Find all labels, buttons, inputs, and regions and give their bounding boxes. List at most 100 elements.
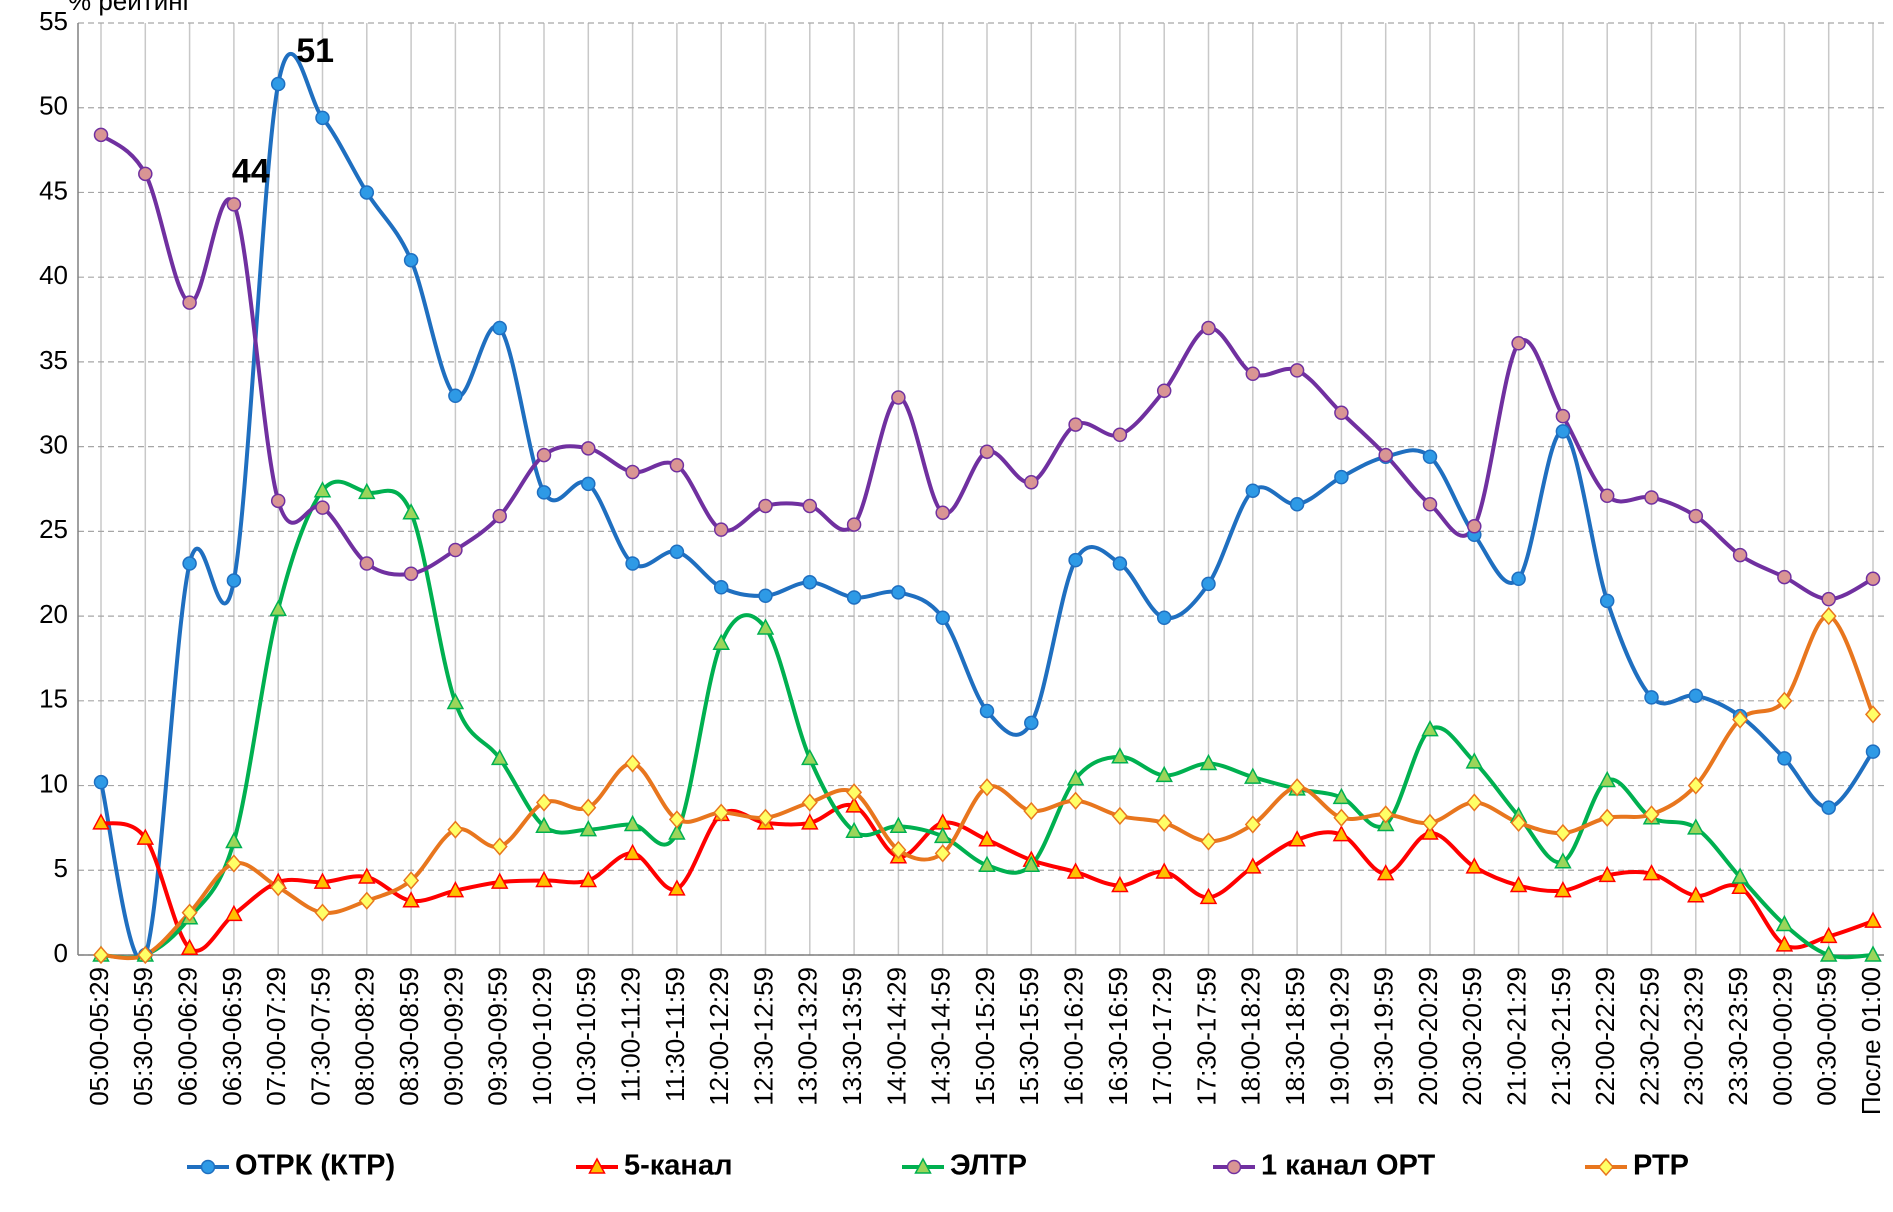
data-point: [1200, 832, 1217, 851]
y-tick-label: 15: [39, 684, 68, 714]
data-point: [1865, 571, 1881, 587]
data-point: [1687, 776, 1704, 795]
data-point: [1333, 808, 1350, 827]
data-point: [1775, 914, 1794, 932]
data-point: [448, 388, 463, 404]
x-tick-label: 22:30-22:59: [1634, 967, 1664, 1106]
data-point: [979, 444, 995, 459]
data-point: [668, 823, 686, 840]
x-tick-label: 12:30-12:59: [748, 967, 778, 1106]
data-point: [1289, 497, 1305, 512]
x-tick-label: 22:00-22:29: [1590, 967, 1620, 1106]
data-point: [1201, 320, 1216, 336]
data-point: [1864, 911, 1882, 928]
data-point: [801, 748, 819, 766]
data-point: [713, 803, 730, 822]
y-tick-label: 30: [39, 430, 68, 460]
data-point: [1332, 825, 1351, 842]
data-point: [1864, 945, 1882, 962]
data-point: [358, 867, 376, 884]
legend-marker: [1226, 1159, 1242, 1175]
y-tick-label: 55: [39, 6, 68, 36]
data-point: [1688, 688, 1704, 703]
data-point: [891, 585, 906, 600]
x-tick-label: 06:00-06:29: [172, 967, 202, 1106]
x-tick-label: 13:30-13:59: [837, 967, 867, 1106]
data-point: [713, 580, 729, 595]
data-point: [225, 904, 243, 922]
data-point: [1554, 852, 1572, 869]
data-point: [1068, 417, 1083, 432]
data-point: [668, 879, 686, 896]
data-point: [1599, 488, 1615, 504]
x-tick-label: 16:30-16:59: [1103, 967, 1133, 1106]
data-point: [1421, 823, 1439, 840]
legend-marker: [1598, 1157, 1614, 1177]
data-point: [713, 522, 729, 537]
data-point: [1467, 519, 1482, 534]
data-point: [934, 844, 951, 863]
data-point: [1555, 408, 1571, 424]
data-point: [446, 881, 465, 898]
data-point: [402, 503, 420, 520]
y-tick-label: 40: [39, 260, 68, 290]
data-point: [979, 778, 995, 797]
legend-marker: [588, 1157, 606, 1174]
data-point: [1466, 793, 1483, 812]
data-point: [1642, 864, 1661, 881]
data-point: [801, 793, 818, 812]
y-tick-label: 45: [39, 175, 68, 205]
data-point: [802, 574, 818, 590]
data-point: [1066, 769, 1085, 786]
data-point: [1289, 363, 1305, 378]
data-point: [492, 320, 507, 336]
y-tick-label: 0: [54, 938, 68, 968]
data-point: [1819, 945, 1838, 962]
data-point: [490, 748, 509, 766]
data-point: [1378, 447, 1393, 463]
data-point: [890, 840, 907, 860]
data-point: [669, 458, 685, 473]
legend-label: 1 канал ОРТ: [1261, 1150, 1435, 1182]
data-point: [1244, 767, 1262, 784]
x-tick-label: 05:30-05:59: [128, 967, 158, 1106]
data-point: [313, 481, 332, 498]
y-tick-label: 10: [39, 768, 68, 798]
data-point: [490, 872, 509, 889]
legend-item: РТР: [1585, 1150, 1689, 1182]
data-point: [891, 390, 906, 405]
x-tick-label: 00:00-00:29: [1767, 967, 1797, 1106]
data-point: [1332, 787, 1351, 805]
data-point: [1777, 751, 1792, 766]
data-point: [933, 826, 952, 844]
x-tick-label: 19:30-19:59: [1369, 967, 1399, 1106]
data-point: [581, 476, 596, 492]
data-point: [625, 464, 640, 480]
data-point: [845, 796, 863, 813]
y-tick-label: 35: [39, 345, 68, 375]
data-point: [1511, 336, 1526, 351]
data-point: [935, 505, 950, 520]
data-point: [1731, 867, 1749, 884]
y-tick-label: 25: [39, 514, 68, 544]
x-tick-label: 21:30-21:59: [1546, 967, 1576, 1106]
annotation: 51: [296, 32, 334, 70]
data-point: [1598, 770, 1616, 788]
data-point: [313, 872, 332, 889]
data-point: [358, 891, 375, 910]
data-point: [446, 692, 465, 710]
data-point: [402, 891, 420, 908]
data-point: [270, 76, 286, 92]
data-point: [712, 633, 730, 650]
x-tick-label: 18:00-18:29: [1236, 967, 1266, 1106]
data-point: [1155, 765, 1173, 783]
data-point: [1644, 690, 1659, 705]
legend-label: 5-канал: [624, 1150, 733, 1182]
x-tick-label: 09:00-09:29: [438, 967, 468, 1106]
data-point: [1422, 449, 1438, 465]
x-tick-label: 00:30-00:59: [1812, 967, 1842, 1106]
data-point: [535, 870, 553, 888]
legend-label: ЭЛТР: [950, 1150, 1027, 1182]
data-point: [138, 166, 153, 182]
data-point: [1775, 935, 1794, 952]
